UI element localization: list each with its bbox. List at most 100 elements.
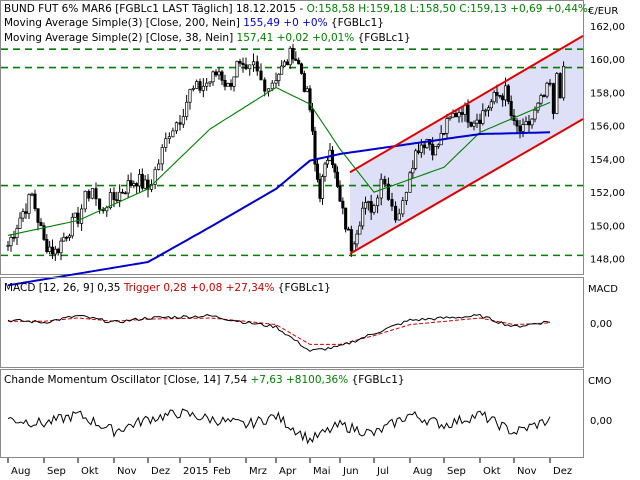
candle-body xyxy=(361,207,365,227)
candle-body xyxy=(475,119,479,124)
candle-body xyxy=(338,186,342,202)
candle-body xyxy=(223,79,227,87)
candle-body xyxy=(472,122,476,127)
candle-body xyxy=(157,163,161,170)
candle-body xyxy=(282,61,287,67)
candle-body xyxy=(185,101,189,117)
candle-body xyxy=(263,79,267,92)
candle-body xyxy=(42,225,46,240)
candle-body xyxy=(419,144,423,153)
candle-body xyxy=(108,192,112,209)
legend-segment: {FGBLc1} xyxy=(348,374,404,386)
candle-body xyxy=(80,208,84,224)
candle-body xyxy=(98,198,102,210)
y-tick-label: 156,00 xyxy=(590,122,625,133)
candle-body xyxy=(59,240,63,254)
candle-body xyxy=(112,192,116,201)
legend-row: Chande Momentum Oscillator [Close, 14] 7… xyxy=(4,374,405,386)
candle-body xyxy=(404,192,408,202)
candle-body xyxy=(527,121,531,126)
x-tick-label: Feb xyxy=(213,466,231,477)
cmo-pane: Chande Momentum Oscillator [Close, 14] 7… xyxy=(0,369,584,458)
candle-body xyxy=(542,95,546,97)
candle-body xyxy=(241,62,245,66)
price-plot xyxy=(1,35,584,287)
candle-body xyxy=(129,180,133,186)
legend-segment: Moving Average Simple(2) [Close, 38, Nei… xyxy=(4,32,237,44)
legend-segment: O:158,58 H:159,18 L:158,50 C:159,13 +0,6… xyxy=(307,3,588,15)
candle-body xyxy=(9,236,13,246)
candle-body xyxy=(539,95,543,104)
candle-body xyxy=(363,202,368,209)
candle-body xyxy=(238,61,242,64)
candle-body xyxy=(379,178,383,199)
candle-body xyxy=(195,81,199,89)
candle-body xyxy=(305,88,309,92)
candle-body xyxy=(73,212,77,218)
candle-body xyxy=(372,205,376,213)
x-tick-label: Mai xyxy=(313,466,331,477)
candle-body xyxy=(65,236,69,239)
candle-body xyxy=(220,71,224,81)
candle-body xyxy=(280,65,284,75)
candle-body xyxy=(445,118,449,134)
candle-body xyxy=(27,194,31,214)
candle-body xyxy=(466,104,470,123)
candle-body xyxy=(178,122,182,125)
candle-body xyxy=(87,190,91,199)
candle-body xyxy=(533,109,537,120)
legend-segment: Moving Average Simple(3) [Close, 200, Ne… xyxy=(4,17,243,29)
candle-body xyxy=(330,149,335,166)
legend-segment: {FGBLc1} xyxy=(274,282,330,294)
candle-body xyxy=(548,82,552,85)
candle-body xyxy=(94,188,98,200)
legend-row: Moving Average Simple(2) [Close, 38, Nei… xyxy=(4,32,411,44)
candle-body xyxy=(386,183,390,200)
candle-body xyxy=(297,60,301,65)
main-pane: BUND FUT 6% MAR6 [FGBLc1 LAST Täglich] 1… xyxy=(0,0,588,287)
candle-body xyxy=(291,47,295,60)
candle-body xyxy=(530,118,534,126)
x-tick-label: Jun xyxy=(342,466,359,477)
x-tick-label: Nov xyxy=(117,466,137,477)
candle-body xyxy=(313,130,317,165)
candle-body xyxy=(460,112,464,115)
candle-body xyxy=(251,61,256,66)
candle-body xyxy=(135,183,139,187)
main-pane-border xyxy=(0,0,584,275)
x-tick-label: Sep xyxy=(447,466,466,477)
legend-segment: 155,49 +0 +0% xyxy=(243,17,327,29)
candle-body xyxy=(394,205,398,221)
x-tick-label: 2015 xyxy=(183,466,208,477)
candle-body xyxy=(214,71,218,76)
candle-body xyxy=(143,179,147,189)
y-axis-ticks: 162,00 160,00 158,00 156,00 154,00 152,00 150,… xyxy=(590,22,625,266)
candle-body xyxy=(12,236,16,239)
y-tick-label: 158,00 xyxy=(590,88,625,99)
candle-body xyxy=(489,101,493,109)
candle-body xyxy=(45,239,49,252)
candle-body xyxy=(422,144,426,149)
candle-body xyxy=(411,168,415,174)
candle-body xyxy=(191,87,195,90)
candle-body xyxy=(201,85,205,91)
candle-body xyxy=(341,200,345,209)
y-tick-label: 162,00 xyxy=(590,22,625,33)
candle-body xyxy=(259,70,263,81)
candle-body xyxy=(442,133,446,135)
candle-body xyxy=(376,197,380,206)
legend-segment: MACD [12, 26, 9] 0,35 xyxy=(4,282,124,294)
candle-body xyxy=(24,211,28,214)
candle-body xyxy=(255,61,259,72)
ma200-line xyxy=(7,131,551,287)
candle-body xyxy=(164,138,168,148)
x-tick-label: Nov xyxy=(517,466,537,477)
candle-body xyxy=(36,208,40,223)
candle-body xyxy=(294,58,298,61)
candle-body xyxy=(50,246,55,255)
candle-body xyxy=(346,228,351,231)
candle-body xyxy=(208,81,212,84)
candle-body xyxy=(433,146,438,156)
candle-body xyxy=(408,172,412,193)
y-axis: €/EUR 162,00 160,00 158,00 156,00 154,00 152,… xyxy=(588,6,625,427)
